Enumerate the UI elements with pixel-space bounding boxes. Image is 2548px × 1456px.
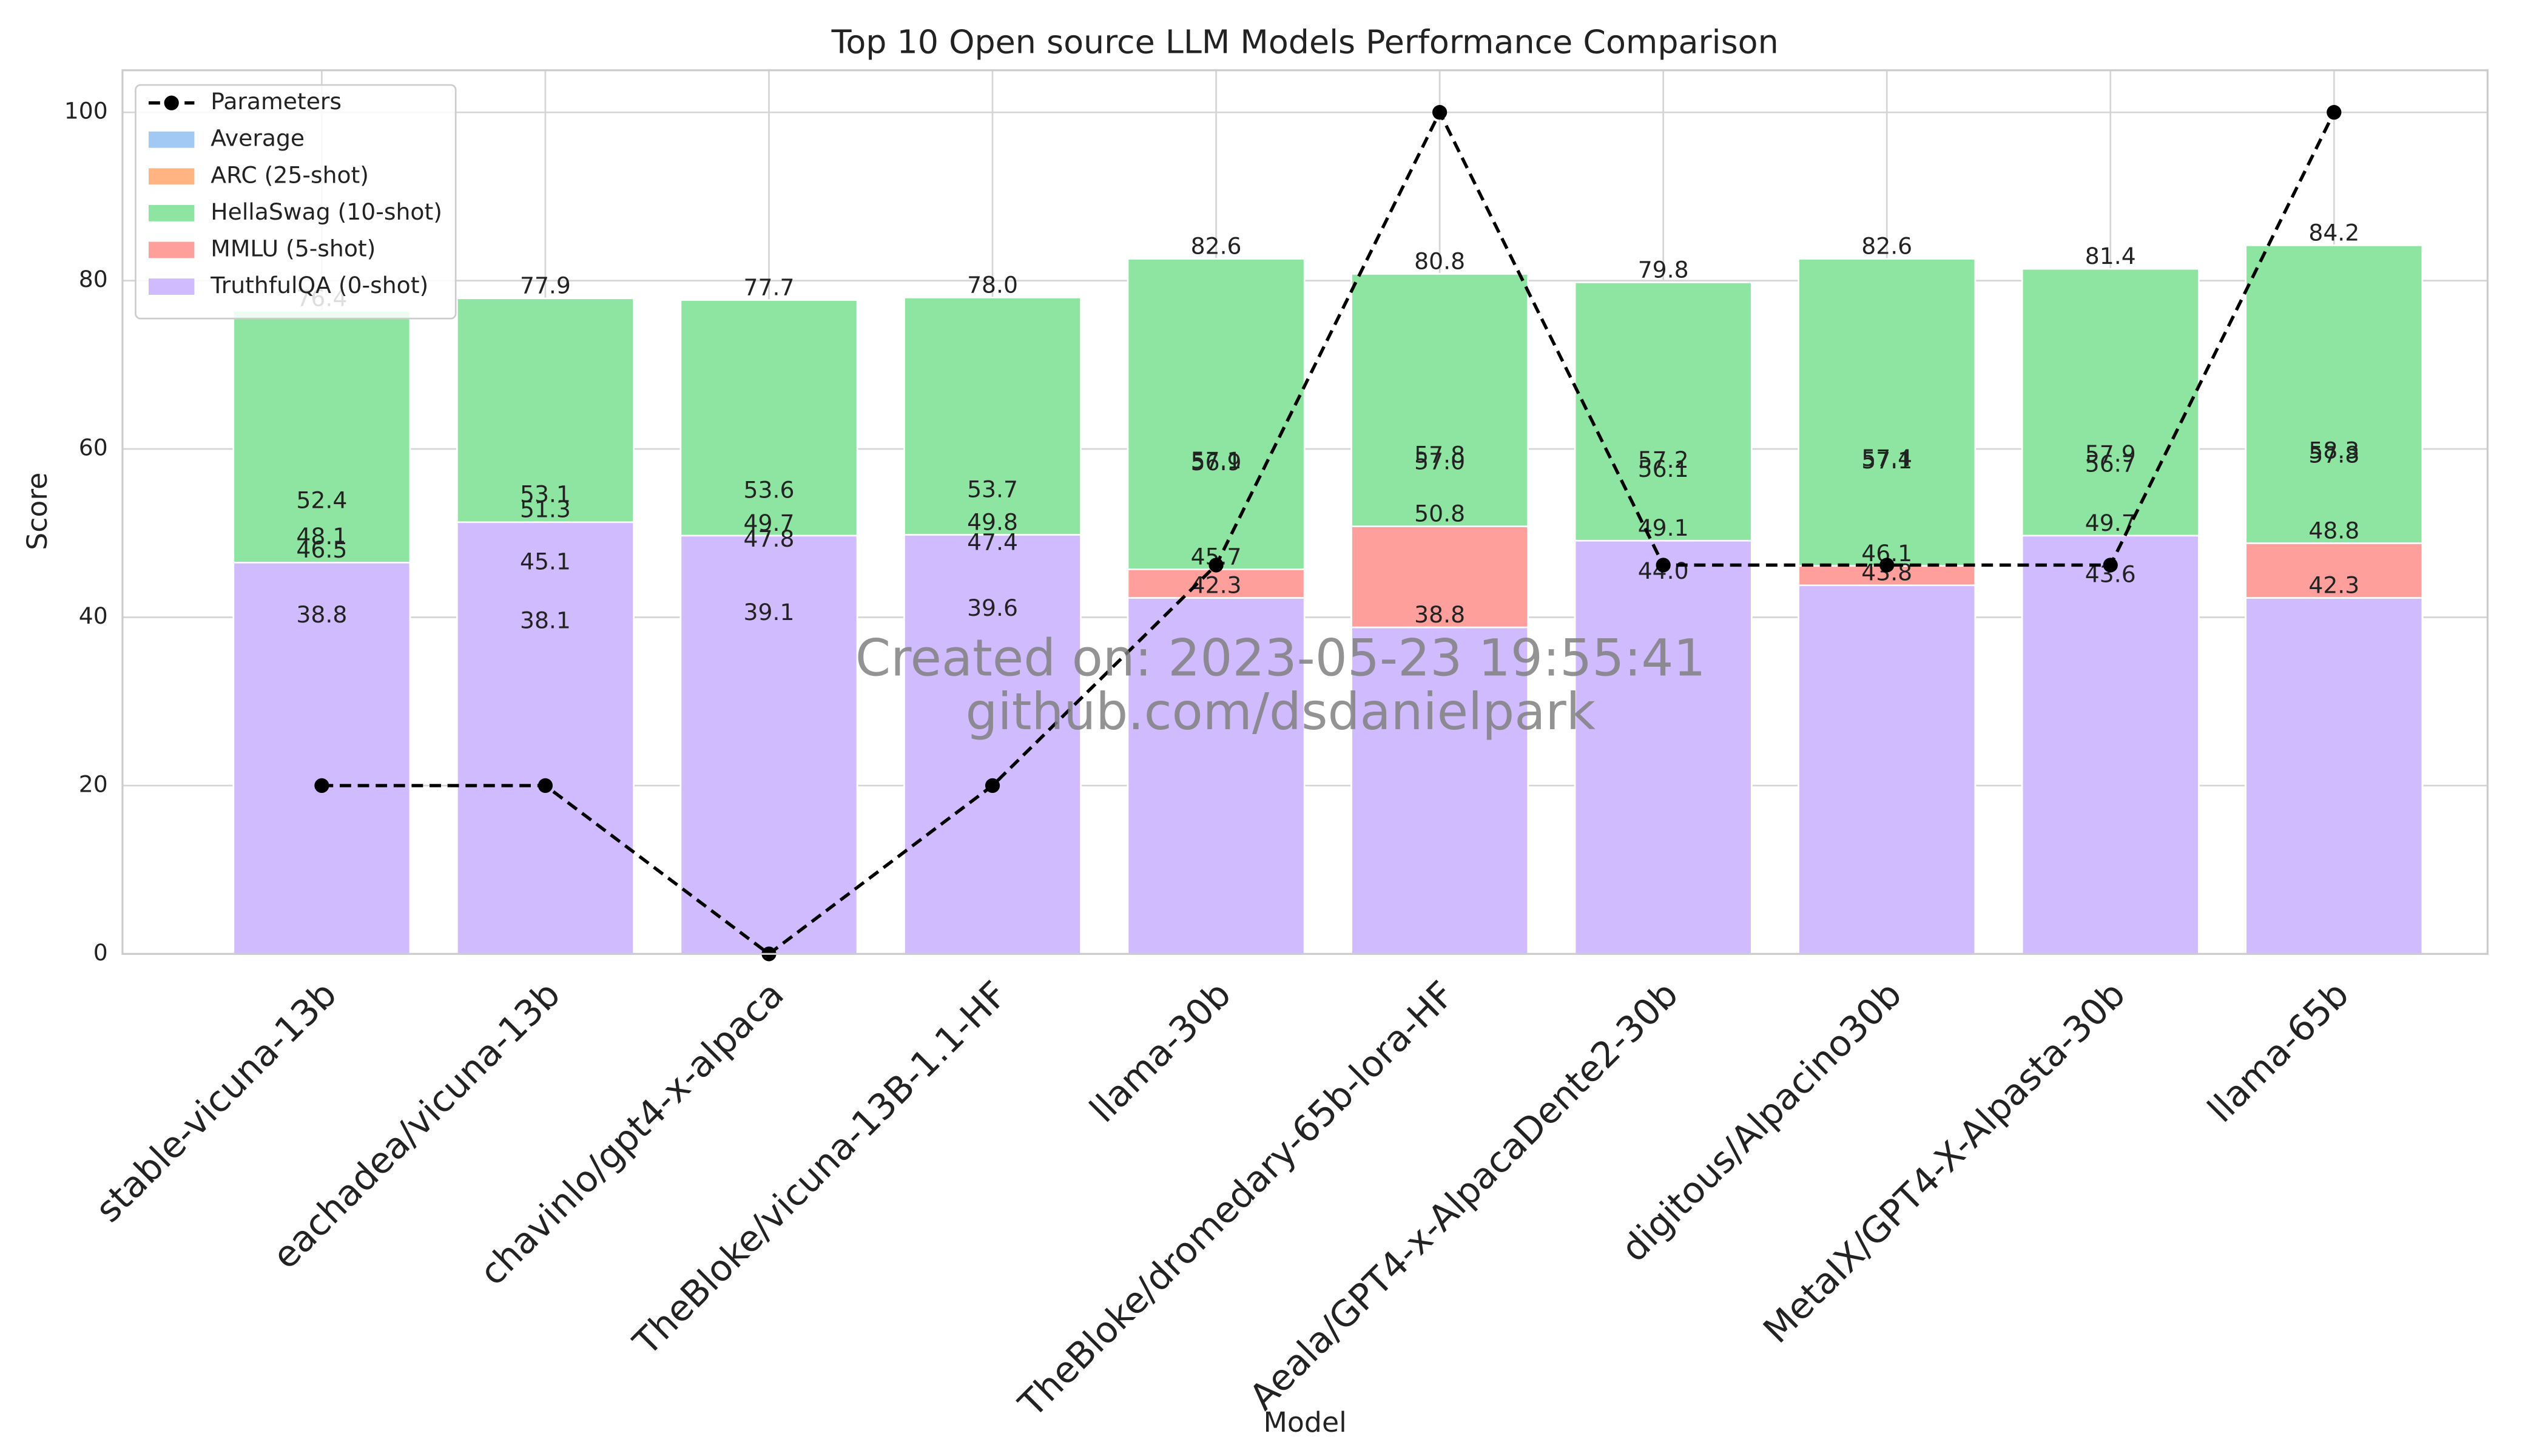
- legend-label: ARC (25-shot): [211, 161, 369, 188]
- value-label: 53.6: [744, 477, 795, 504]
- bar: [456, 521, 635, 955]
- chart-title: Top 10 Open source LLM Models Performanc…: [831, 22, 1779, 61]
- line-marker: [2327, 105, 2342, 120]
- value-label: 39.1: [744, 599, 795, 625]
- legend: Parameters Average ARC (25-shot) HellaSwag …: [135, 84, 457, 320]
- value-label: 57.1: [1191, 447, 1242, 474]
- y-axis-label: Score: [21, 473, 53, 550]
- line-marker: [1656, 558, 1671, 573]
- value-label: 82.6: [1861, 232, 1912, 259]
- legend-marker: [164, 95, 179, 110]
- bar: [1798, 584, 1977, 955]
- value-label: 49.8: [967, 508, 1018, 535]
- bars: [232, 244, 2424, 955]
- value-label: 53.1: [520, 481, 571, 508]
- value-label: 56.1: [1638, 456, 1689, 482]
- value-label: 38.8: [1414, 601, 1465, 628]
- value-label: 52.4: [296, 487, 347, 513]
- value-label: 48.1: [296, 523, 347, 550]
- value-label: 79.8: [1638, 256, 1689, 283]
- legend-swatch: [149, 278, 195, 295]
- value-labels: 52.4 53.1 53.6 53.7 56.9 57.0 57.2 57.4 57.9 58.3…: [296, 219, 2359, 633]
- y-tick-label: 80: [79, 266, 108, 292]
- line-marker: [1208, 558, 1224, 573]
- watermark: Created on: 2023-05-23 19:55:41: [855, 629, 1706, 687]
- line: [322, 109, 2336, 956]
- value-label: 42.3: [1191, 571, 1242, 598]
- legend-box: [135, 84, 457, 320]
- bar: [1574, 539, 1753, 955]
- value-label: 51.3: [520, 496, 571, 523]
- value-label: 58.3: [2308, 437, 2359, 464]
- y-tick-label: 60: [79, 434, 108, 461]
- value-label: 57.0: [1414, 448, 1465, 475]
- line-marker: [1432, 105, 1448, 120]
- value-label: 57.8: [1414, 441, 1465, 468]
- value-label: 49.7: [744, 510, 795, 536]
- value-label: 57.2: [1638, 447, 1689, 473]
- plot-frame: [121, 69, 2489, 955]
- value-label: 56.9: [1191, 449, 1242, 476]
- value-label: 46.5: [296, 536, 347, 563]
- value-label: 47.4: [967, 529, 1018, 556]
- legend-label: HellaSwag (10-shot): [211, 198, 442, 225]
- bar: [1127, 597, 1306, 955]
- legend-label: Average: [211, 125, 305, 152]
- line-marker: [1879, 558, 1895, 573]
- value-label: 77.9: [520, 272, 571, 299]
- bar: [2021, 534, 2200, 955]
- value-label: 49.1: [1638, 514, 1689, 541]
- value-label: 42.3: [2308, 571, 2359, 598]
- legend-label: MMLU (5-shot): [211, 235, 376, 261]
- bar: [1350, 626, 1529, 955]
- line-marker: [538, 778, 553, 794]
- value-label: 57.8: [2308, 441, 2359, 468]
- value-label: 82.6: [1191, 232, 1242, 259]
- legend-swatch: [149, 204, 195, 221]
- value-label: 84.2: [2308, 219, 2359, 246]
- value-label: 57.4: [1861, 445, 1912, 471]
- value-label: 53.7: [967, 476, 1018, 502]
- legend-swatch: [149, 168, 195, 185]
- bar: [2245, 597, 2424, 955]
- y-tick-label: 40: [79, 602, 108, 629]
- legend-label: TruthfulQA (0-shot): [210, 272, 428, 298]
- y-tick-label: 0: [93, 939, 108, 966]
- legend-swatch: [149, 241, 195, 258]
- y-tick-label: 20: [79, 770, 108, 797]
- value-label: 81.4: [2085, 243, 2136, 269]
- value-label: 50.8: [1414, 500, 1465, 527]
- value-label: 77.7: [744, 274, 795, 300]
- value-label: 39.6: [967, 595, 1018, 621]
- line-layer: [314, 105, 2342, 962]
- legend-swatch: [149, 131, 195, 148]
- legend-label: Parameters: [211, 88, 342, 115]
- bar: [679, 534, 858, 955]
- value-label: 48.8: [2308, 517, 2359, 544]
- y-tick-label: 100: [64, 98, 108, 124]
- value-label: 80.8: [1414, 248, 1465, 274]
- value-label: 38.8: [296, 601, 347, 628]
- value-label: 56.7: [2085, 451, 2136, 477]
- bar: [903, 534, 1082, 955]
- line-marker: [314, 778, 329, 794]
- value-label: 78.0: [967, 271, 1018, 298]
- value-label: 57.1: [1861, 447, 1912, 474]
- x-axis-label: Model: [1263, 1406, 1346, 1438]
- watermark: github.com/dsdanielpark: [966, 682, 1596, 741]
- value-label: 38.1: [520, 607, 571, 634]
- line-marker: [2103, 558, 2118, 573]
- value-label: 45.1: [520, 548, 571, 575]
- value-label: 57.9: [2085, 440, 2136, 467]
- value-label: 47.8: [744, 525, 795, 552]
- line-marker: [985, 778, 1000, 794]
